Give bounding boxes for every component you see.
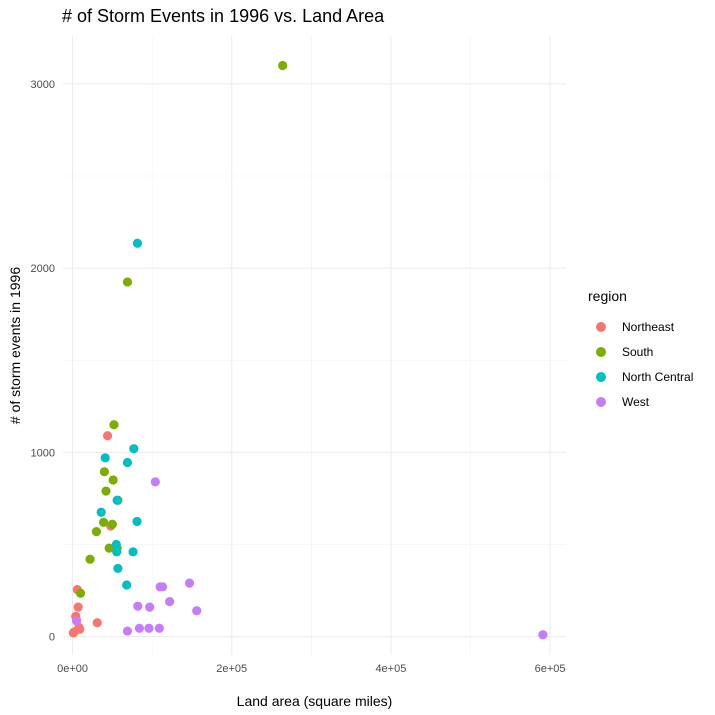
y-tick-label: 0	[49, 632, 55, 644]
point-south	[75, 588, 86, 598]
legend-north-central-dot-icon	[596, 371, 606, 382]
point-west	[157, 582, 168, 592]
point-west	[145, 602, 155, 612]
point-west	[165, 596, 175, 607]
point-west	[184, 578, 195, 588]
legend-west-dot-icon	[596, 396, 606, 407]
x-tick-label: 6e+05	[535, 663, 566, 675]
point-west	[134, 623, 145, 633]
y-axis-ticks: 0 1000 2000 3000	[31, 79, 55, 644]
major-gridlines	[63, 36, 566, 655]
point-south	[85, 554, 95, 564]
legend-label-west: West	[622, 394, 650, 409]
legend-south-dot-icon	[596, 346, 606, 357]
point-west	[154, 623, 164, 633]
point-south	[122, 277, 133, 287]
point-west	[192, 606, 202, 616]
point-north-central	[129, 444, 139, 454]
point-west	[133, 601, 143, 611]
point-northeast	[102, 431, 113, 441]
point-south	[101, 486, 111, 496]
legend-label-south: South	[622, 344, 654, 359]
point-north-central	[128, 547, 138, 557]
point-north-central	[111, 539, 121, 550]
legend-item-south: South	[588, 339, 713, 364]
point-south	[278, 60, 288, 71]
point-northeast	[73, 602, 83, 612]
point-south	[99, 467, 109, 477]
point-northeast	[75, 624, 85, 634]
legend-item-northeast: Northeast	[588, 314, 713, 339]
x-tick-label: 4e+05	[375, 663, 406, 675]
chart-title: # of Storm Events in 1996 vs. Land Area	[62, 6, 385, 26]
legend-label-northeast: Northeast	[622, 319, 675, 334]
y-tick-label: 1000	[31, 447, 55, 459]
point-south	[108, 475, 118, 485]
legend-northeast-dot-icon	[596, 321, 606, 332]
point-west	[538, 630, 548, 640]
point-north-central	[100, 453, 110, 463]
point-west	[122, 626, 133, 636]
point-south	[107, 519, 117, 529]
legend-label-north-central: North Central	[622, 369, 694, 384]
point-north-central	[122, 580, 132, 590]
point-north-central	[122, 457, 133, 468]
point-west	[71, 616, 82, 626]
point-south	[104, 543, 114, 553]
point-south	[98, 517, 109, 527]
x-tick-label: 2e+05	[216, 663, 247, 675]
legend-item-west: West	[588, 389, 713, 414]
y-tick-label: 3000	[31, 79, 55, 91]
minor-gridlines	[63, 36, 566, 655]
x-axis-ticks: 0e+00 2e+05 4e+05 6e+05	[57, 663, 565, 675]
legend-item-north-central: North Central	[588, 364, 713, 389]
point-north-central	[96, 507, 106, 517]
point-north-central	[132, 238, 143, 248]
x-tick-label: 0e+00	[57, 663, 88, 675]
y-tick-label: 2000	[31, 263, 55, 275]
data-points	[68, 60, 548, 640]
point-north-central	[113, 563, 123, 574]
point-north-central	[132, 516, 142, 527]
point-south	[91, 526, 102, 537]
point-west	[150, 477, 160, 487]
point-north-central	[112, 495, 122, 505]
x-axis-title: Land area (square miles)	[237, 693, 393, 709]
point-south	[109, 420, 119, 430]
legend: region Northeast South North Central Wes…	[588, 288, 713, 414]
point-north-central	[112, 547, 122, 557]
point-northeast	[92, 618, 102, 628]
legend-title: region	[588, 288, 627, 304]
point-west	[144, 623, 154, 633]
y-axis-title: # of storm events in 1996	[7, 267, 23, 424]
